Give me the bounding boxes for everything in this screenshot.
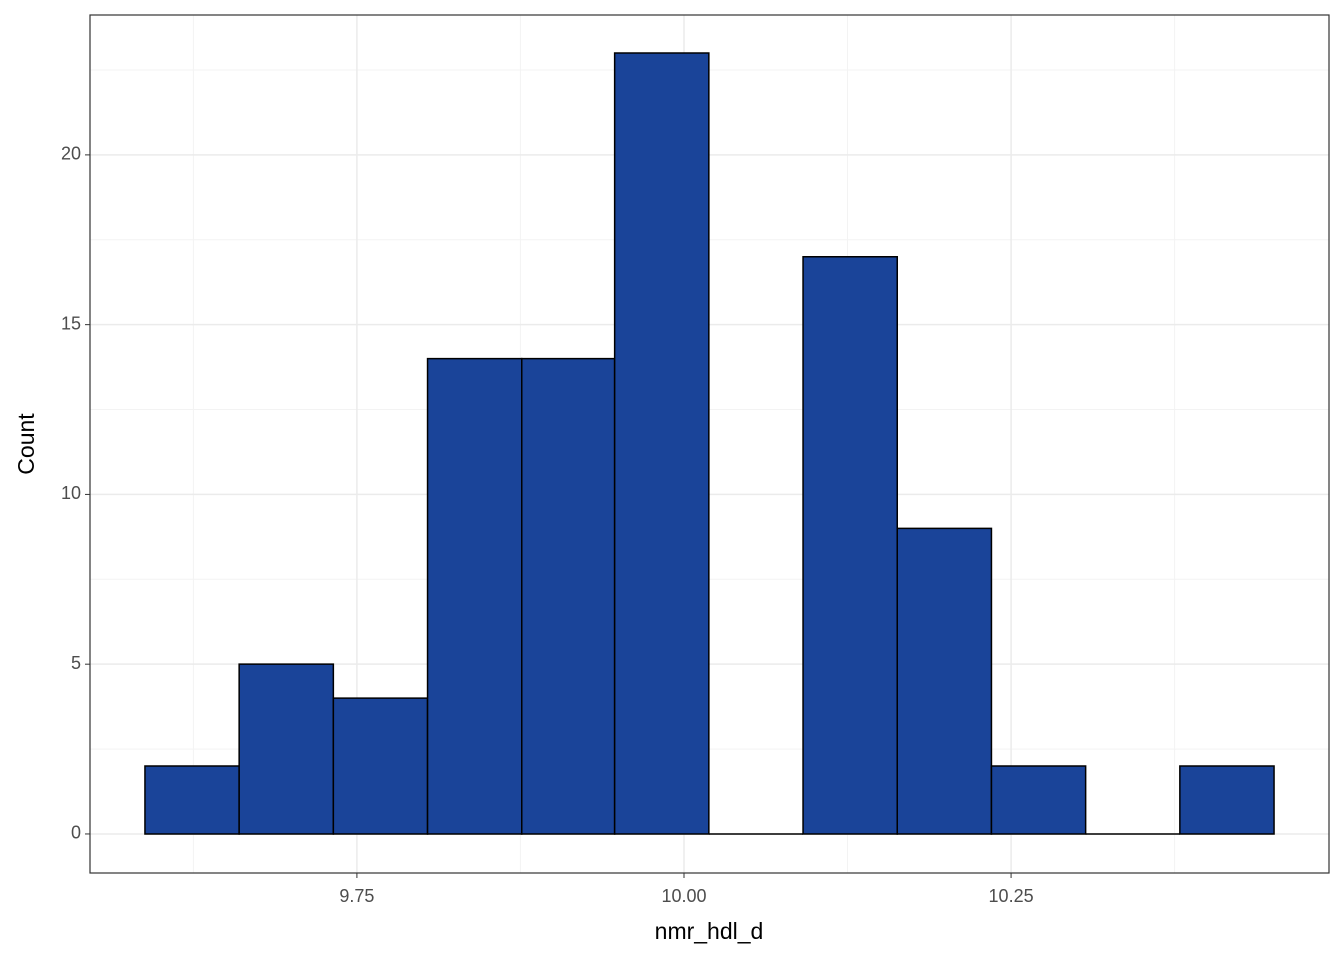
bar bbox=[1179, 765, 1275, 835]
bar bbox=[332, 697, 429, 835]
bar bbox=[990, 765, 1087, 835]
y-axis-title: Count bbox=[13, 413, 39, 475]
y-tick-label: 20 bbox=[61, 144, 81, 164]
x-tick-label: 9.75 bbox=[339, 886, 374, 906]
y-tick-label: 0 bbox=[71, 823, 81, 843]
x-tick-label: 10.00 bbox=[661, 886, 706, 906]
bar bbox=[426, 357, 523, 835]
bar bbox=[896, 527, 993, 835]
bar bbox=[238, 663, 335, 835]
bar bbox=[521, 357, 616, 835]
bar bbox=[802, 255, 898, 835]
y-tick-label: 5 bbox=[71, 653, 81, 673]
x-tick-label: 10.25 bbox=[989, 886, 1034, 906]
plot-border bbox=[89, 14, 1330, 874]
y-tick-label: 15 bbox=[61, 313, 81, 333]
bar bbox=[144, 765, 240, 835]
bar bbox=[613, 52, 710, 835]
x-axis-title: nmr_hdl_d bbox=[655, 918, 764, 944]
y-tick-label: 10 bbox=[61, 483, 81, 503]
